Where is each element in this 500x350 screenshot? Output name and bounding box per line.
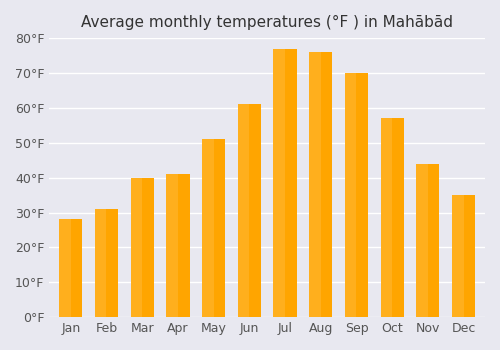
Bar [380, 118, 404, 317]
Bar [166, 174, 190, 317]
Bar [202, 139, 225, 317]
Bar [452, 195, 464, 317]
Bar [130, 178, 142, 317]
Bar [274, 49, 285, 317]
Bar [452, 195, 475, 317]
Bar [95, 209, 118, 317]
Bar [309, 52, 320, 317]
Bar [166, 174, 178, 317]
Bar [345, 73, 356, 317]
Bar [238, 104, 261, 317]
Bar [345, 73, 368, 317]
Bar [130, 178, 154, 317]
Bar [202, 139, 213, 317]
Bar [380, 118, 392, 317]
Bar [309, 52, 332, 317]
Bar [59, 219, 82, 317]
Bar [416, 164, 440, 317]
Bar [238, 104, 250, 317]
Title: Average monthly temperatures (°F ) in Mahābād: Average monthly temperatures (°F ) in Ma… [81, 15, 453, 30]
Bar [416, 164, 428, 317]
Bar [59, 219, 71, 317]
Bar [274, 49, 296, 317]
Bar [95, 209, 106, 317]
